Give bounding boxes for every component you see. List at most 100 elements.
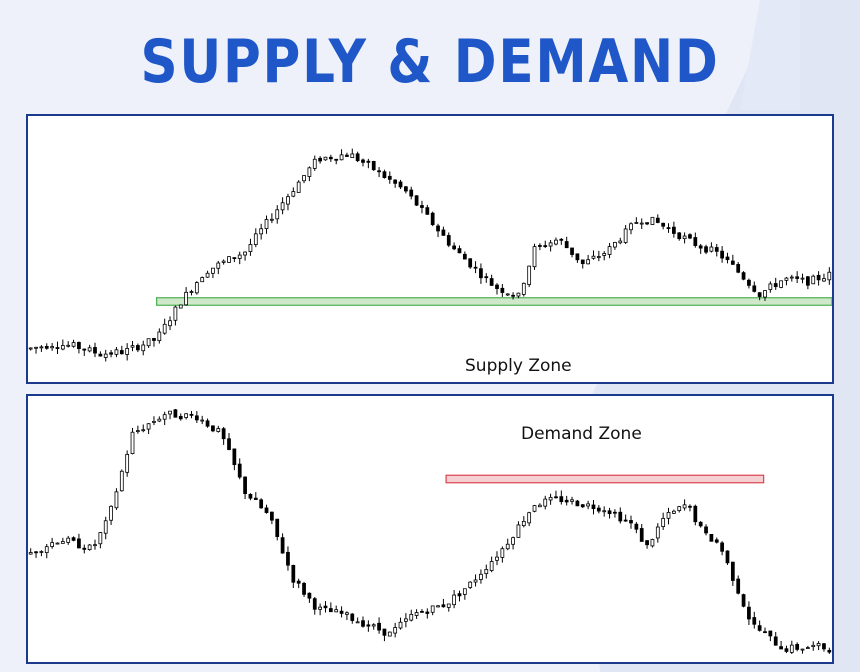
candle (87, 344, 92, 353)
candle (618, 237, 623, 245)
candle (184, 287, 188, 306)
candle (538, 243, 542, 251)
candle (409, 609, 414, 622)
candle (806, 645, 810, 649)
candle (827, 647, 832, 654)
candle (747, 278, 751, 289)
candle (623, 225, 628, 245)
candle (682, 499, 687, 511)
candle (559, 238, 564, 245)
candle (194, 411, 199, 423)
candle (119, 345, 124, 355)
candle (211, 425, 215, 433)
candle (66, 341, 71, 348)
candle (645, 540, 649, 549)
candle (468, 581, 473, 590)
candle (763, 627, 767, 634)
candle (768, 281, 773, 293)
candle (554, 490, 558, 499)
candle (382, 169, 387, 179)
candle (575, 253, 580, 263)
candle (752, 611, 757, 629)
candle (688, 233, 692, 240)
candle (178, 413, 183, 421)
candle (425, 204, 430, 215)
candle (655, 214, 660, 224)
candle (109, 349, 113, 358)
supply-zone-chart-panel: Supply Zone (26, 114, 834, 384)
candle (232, 257, 237, 263)
candle (152, 416, 156, 426)
candle (393, 622, 398, 638)
candle (521, 516, 526, 528)
candle (264, 215, 269, 234)
candle (307, 166, 312, 182)
candle (591, 250, 596, 260)
candle (366, 158, 371, 169)
candle (114, 488, 119, 510)
candle (725, 550, 730, 565)
candle (714, 244, 719, 257)
candle (473, 574, 478, 587)
candle (425, 608, 430, 619)
candle (704, 524, 708, 536)
candle (323, 156, 328, 161)
candle (125, 450, 130, 477)
candle (532, 504, 537, 513)
candle (698, 521, 703, 528)
candle (232, 448, 237, 471)
candle (441, 598, 446, 608)
candle (34, 550, 38, 558)
candle (736, 575, 741, 595)
candle (361, 158, 365, 167)
candle (543, 495, 548, 510)
candle (607, 507, 612, 519)
candle (795, 642, 800, 652)
candle (500, 546, 505, 563)
candle (377, 617, 381, 634)
candle (586, 500, 590, 510)
candle (521, 282, 526, 297)
candle (136, 425, 140, 434)
candle (345, 152, 349, 157)
candle (800, 648, 805, 654)
candle (71, 536, 76, 542)
candle (596, 505, 601, 514)
candle (446, 232, 451, 248)
candle (275, 205, 280, 224)
candle (55, 341, 60, 354)
candle (763, 290, 767, 301)
candle (430, 211, 435, 227)
candle (216, 425, 221, 433)
candle (554, 237, 558, 246)
candle (280, 533, 285, 554)
candle (87, 543, 92, 551)
candle (259, 498, 264, 509)
candle (275, 518, 280, 541)
candle (366, 620, 371, 632)
candle (355, 617, 360, 624)
candle (387, 631, 392, 637)
candle (227, 433, 231, 451)
supply-zone-chart (28, 148, 832, 362)
candle (806, 276, 810, 290)
candle (511, 536, 515, 550)
candle (602, 251, 607, 261)
candle (704, 244, 708, 255)
candle (136, 343, 140, 353)
candle (570, 247, 574, 258)
candle (516, 521, 521, 538)
candle (350, 148, 355, 159)
candle (119, 469, 124, 492)
candle (280, 197, 285, 215)
candle (339, 149, 344, 161)
candle (200, 276, 205, 283)
candle (747, 601, 751, 625)
candle (312, 597, 317, 615)
candle (489, 274, 494, 286)
candle (312, 155, 317, 171)
candle (591, 500, 596, 515)
candle (302, 581, 306, 598)
candle (698, 243, 703, 254)
candle (205, 418, 210, 428)
